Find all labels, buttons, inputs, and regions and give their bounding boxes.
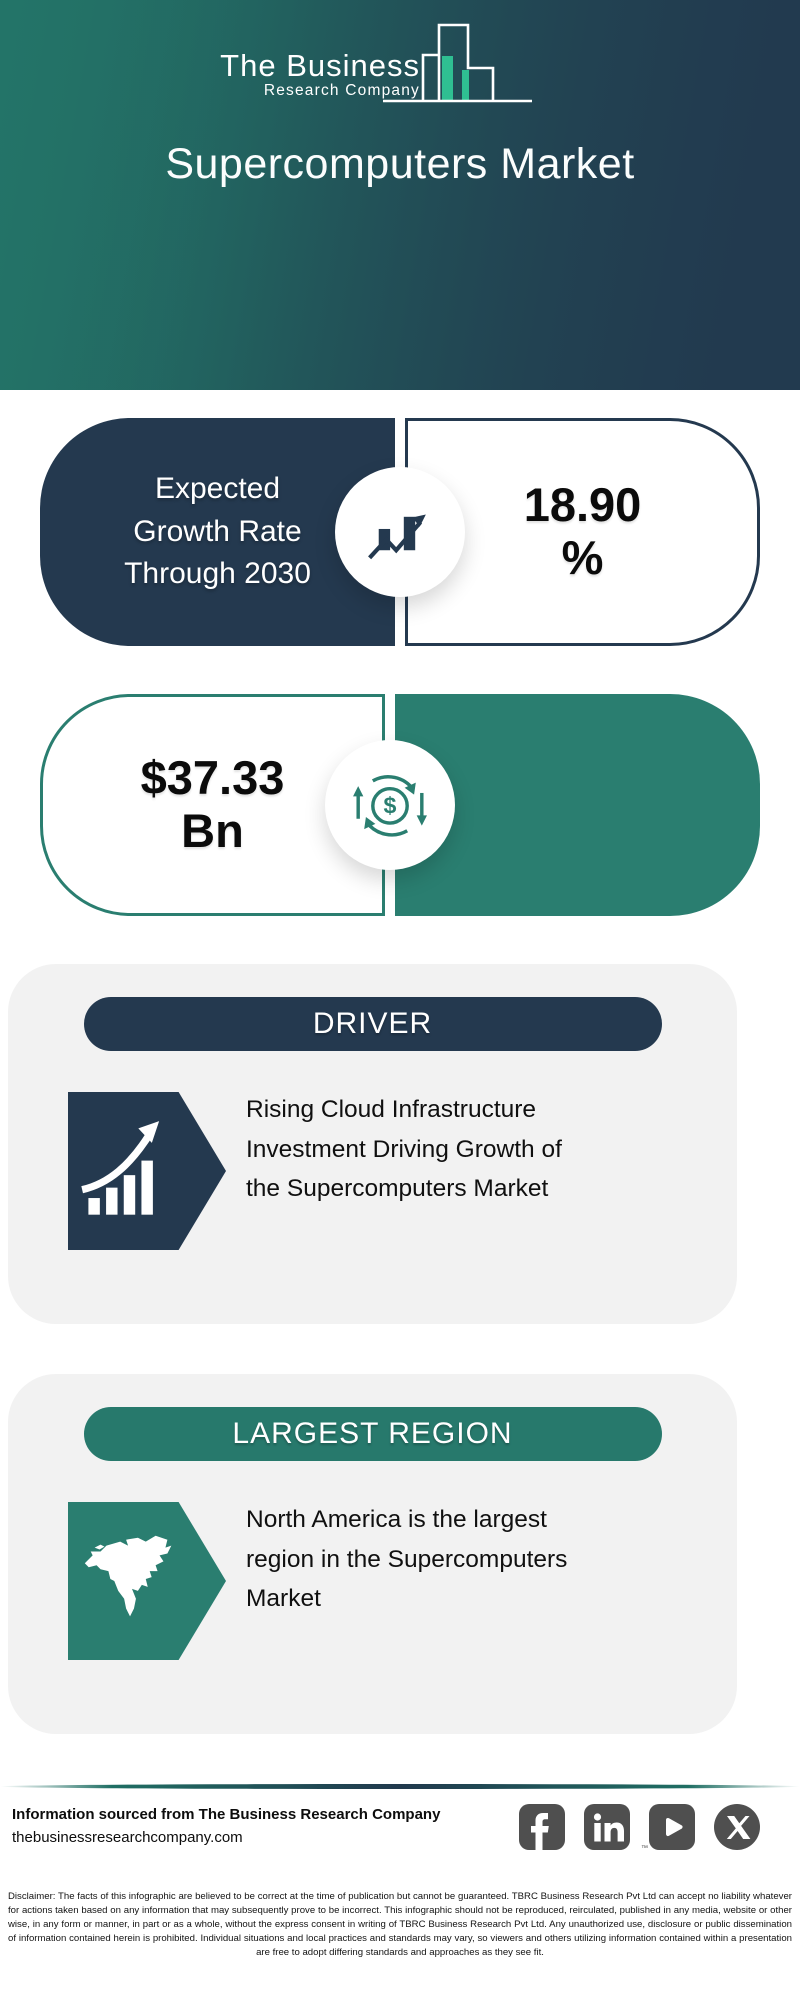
page-title: Supercomputers Market <box>165 140 635 188</box>
driver-heading: DRIVER <box>312 1007 433 1040</box>
dollar-exchange-icon: $ <box>353 775 427 837</box>
dollar-exchange-icon-circle: $ <box>325 740 455 870</box>
x-icon[interactable] <box>714 1804 760 1850</box>
growth-chart-icon-circle <box>335 467 465 597</box>
largest-region-icon-badge <box>68 1502 226 1660</box>
driver-section: DRIVER Rising Cloud Infrastructure Inves… <box>8 964 737 1324</box>
growth-rate-number: 18.90 <box>523 478 642 532</box>
driver-body-text: Rising Cloud Infrastructure Investment D… <box>246 1096 562 1203</box>
logo-buildings-icon <box>383 23 532 103</box>
disclaimer-text: Disclaimer: The facts of this infographi… <box>8 1891 792 1958</box>
bar-growth-icon <box>81 1121 160 1215</box>
market-size-label-box: Expected Market Size By 2030 <box>395 694 760 916</box>
largest-region-section: LARGEST REGION North America is the larg… <box>8 1374 737 1734</box>
facebook-icon[interactable] <box>519 1804 565 1850</box>
driver-heading-pill: DRIVER <box>83 997 662 1051</box>
youtube-icon[interactable] <box>649 1804 695 1850</box>
driver-icon-badge <box>68 1092 226 1250</box>
market-size-number: $37.33 <box>140 751 285 805</box>
market-size-capsule: $37.33 Bn Expected Market Size By 2030 $ <box>40 694 760 916</box>
svg-text:$: $ <box>384 793 397 819</box>
linkedin-trademark: ™ <box>641 1845 648 1852</box>
growth-chart-icon <box>368 514 426 560</box>
north-america-map-icon <box>84 1535 172 1617</box>
social-icons-row <box>519 1804 760 1850</box>
logo-text-line1: The Business <box>220 48 420 83</box>
growth-rate-value-box: 18.90 % <box>405 418 760 646</box>
growth-rate-unit: % <box>561 531 604 584</box>
largest-region-heading: LARGEST REGION <box>232 1417 513 1450</box>
market-size-unit: Bn <box>181 804 244 857</box>
linkedin-icon[interactable] <box>584 1804 630 1850</box>
logo-text-line2: Research Company <box>263 82 420 99</box>
header-banner: The Business Research Company Supercompu… <box>0 0 800 390</box>
growth-rate-label: Expected Growth Rate Through 2030 <box>124 472 311 591</box>
growth-rate-value: 18.90 % <box>524 479 642 584</box>
footer-divider <box>0 1784 800 1789</box>
footer-source-text: Information sourced from The Business Re… <box>12 1806 441 1823</box>
growth-rate-capsule: Expected Growth Rate Through 2030 18.90 … <box>40 418 760 646</box>
largest-region-body-text: North America is the largest region in t… <box>246 1506 568 1613</box>
market-size-value: $37.33 Bn <box>141 752 285 857</box>
footer-website-link[interactable]: thebusinessresearchcompany.com <box>12 1829 243 1846</box>
growth-rate-label-box: Expected Growth Rate Through 2030 <box>40 418 395 646</box>
largest-region-heading-pill: LARGEST REGION <box>83 1407 662 1461</box>
